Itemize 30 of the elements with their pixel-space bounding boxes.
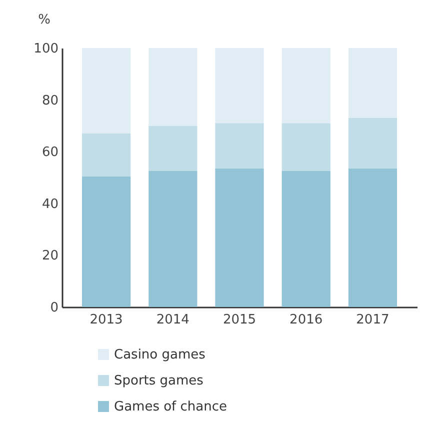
y-tick-label: 40 bbox=[42, 196, 58, 212]
legend-label: Sports games bbox=[114, 374, 204, 388]
x-tick-label: 2015 bbox=[222, 312, 256, 328]
y-axis-title: % bbox=[38, 12, 50, 28]
bar bbox=[148, 48, 198, 126]
bar bbox=[215, 123, 264, 168]
bar bbox=[215, 48, 264, 124]
y-tick-label: 100 bbox=[34, 42, 58, 56]
y-tick-label: 80 bbox=[42, 93, 58, 108]
bar bbox=[348, 168, 398, 307]
x-tick-label: 2016 bbox=[290, 312, 323, 328]
bar bbox=[82, 176, 131, 307]
bar bbox=[148, 171, 198, 307]
y-tick-label: 20 bbox=[42, 248, 58, 264]
y-tick-label: 0 bbox=[50, 300, 58, 316]
x-tick-label: 2013 bbox=[90, 312, 123, 328]
bar bbox=[82, 48, 131, 134]
x-tick-label: 2017 bbox=[356, 312, 390, 328]
bar bbox=[215, 168, 264, 307]
bar bbox=[148, 126, 198, 172]
y-tick-label: 60 bbox=[42, 145, 58, 160]
legend-label: Games of chance bbox=[114, 400, 228, 414]
legend-label: Casino games bbox=[114, 348, 206, 362]
bar bbox=[348, 118, 398, 168]
bar bbox=[282, 48, 330, 124]
bar bbox=[348, 48, 398, 118]
bar bbox=[282, 171, 330, 307]
bar bbox=[82, 133, 131, 176]
x-tick-label: 2014 bbox=[156, 312, 190, 328]
bar bbox=[282, 123, 330, 172]
